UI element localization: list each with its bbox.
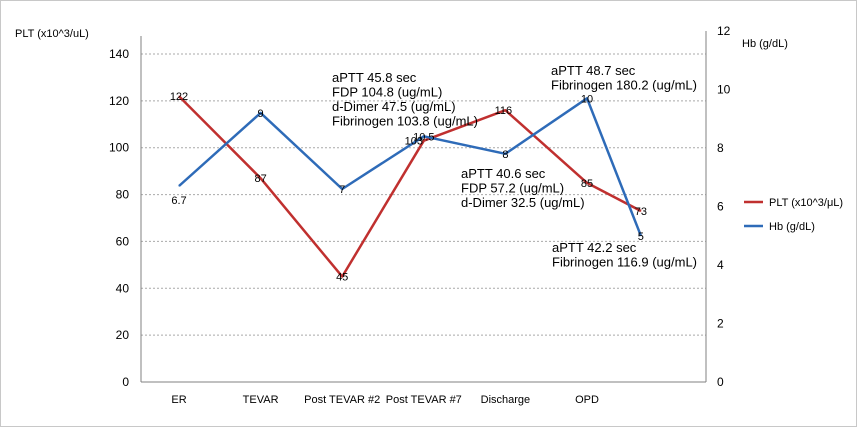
y-right-tick-label: 4 bbox=[717, 258, 724, 272]
y-right-tick-label: 10 bbox=[717, 83, 731, 97]
data-label: 9 bbox=[258, 108, 264, 120]
data-point-hb bbox=[504, 153, 506, 155]
y-right-tick-label: 2 bbox=[717, 317, 724, 331]
y-left-tick-label: 100 bbox=[109, 141, 129, 155]
annotation-text: FDP 57.2 (ug/mL) bbox=[461, 181, 564, 196]
data-point-plt bbox=[586, 182, 588, 184]
data-point-hb bbox=[640, 235, 642, 237]
x-category-label: Discharge bbox=[481, 394, 531, 406]
y-right-tick-label: 0 bbox=[717, 375, 724, 389]
y-left-tick-label: 40 bbox=[116, 281, 130, 295]
data-point-plt bbox=[260, 177, 262, 179]
data-point-hb bbox=[341, 188, 343, 190]
data-label: 10 bbox=[581, 93, 593, 105]
annotation-text: aPTT 48.7 sec bbox=[551, 63, 636, 78]
legend-label: Hb (g/dL) bbox=[769, 221, 815, 233]
x-category-label: Post TEVAR #2 bbox=[304, 394, 380, 406]
data-point-plt bbox=[640, 210, 642, 212]
x-category-label: Post TEVAR #7 bbox=[386, 394, 462, 406]
data-label: 122 bbox=[170, 91, 188, 103]
y-left-tick-label: 140 bbox=[109, 47, 129, 61]
x-category-label: ER bbox=[171, 394, 186, 406]
legend: PLT (x10^3/μL) Hb (g/dL) bbox=[744, 197, 843, 233]
legend-label: PLT (x10^3/μL) bbox=[769, 197, 843, 209]
annotation-text: Fibrinogen 116.9 (ug/mL) bbox=[552, 255, 697, 270]
data-label: 8 bbox=[502, 149, 508, 161]
data-label: 85 bbox=[581, 178, 593, 190]
annotation-text: aPTT 45.8 sec bbox=[332, 70, 417, 85]
data-point-plt bbox=[504, 109, 506, 111]
data-label: 73 bbox=[635, 206, 647, 218]
y-right-tick-label: 12 bbox=[717, 24, 731, 38]
y-left-tick-label: 120 bbox=[109, 94, 129, 108]
data-label: 5 bbox=[638, 231, 644, 243]
y-right-tick-label: 8 bbox=[717, 141, 724, 155]
data-label: 87 bbox=[254, 173, 266, 185]
annotation-text: d-Dimer 32.5 (ug/mL) bbox=[461, 195, 585, 210]
data-point-hb bbox=[178, 185, 180, 187]
y-right-axis-title: Hb (g/dL) bbox=[742, 38, 788, 50]
y-left-tick-label: 60 bbox=[116, 234, 130, 248]
axes: 0 20 40 60 80 100 120 140 0 2 4 6 8 10 12 PLT (x10^3/uL… bbox=[15, 24, 788, 406]
data-label: 7 bbox=[339, 184, 345, 196]
data-point-hb bbox=[260, 112, 262, 114]
data-label: 6.7 bbox=[171, 195, 186, 207]
data-point-plt bbox=[341, 276, 343, 278]
annotation-text: Fibrinogen 180.2 (ug/mL) bbox=[551, 78, 697, 93]
data-labels: 122 87 45 103 116 85 73 6.7 9 7 10.5 8 10 5 bbox=[170, 91, 647, 283]
data-point-hb bbox=[586, 97, 588, 99]
data-label: 103 bbox=[405, 136, 423, 148]
x-category-label: TEVAR bbox=[243, 394, 279, 406]
data-label: 10.5 bbox=[413, 131, 434, 143]
y-right-tick-label: 6 bbox=[717, 200, 724, 214]
data-point-plt bbox=[178, 95, 180, 97]
y-left-axis-title: PLT (x10^3/uL) bbox=[15, 28, 89, 40]
annotation-text: Fibrinogen 103.8 (ug/mL) bbox=[332, 114, 478, 129]
y-left-tick-label: 80 bbox=[116, 188, 130, 202]
annotation-text: aPTT 40.6 sec bbox=[461, 166, 546, 181]
data-label: 45 bbox=[336, 272, 348, 284]
annotation-text: d-Dimer 47.5 (ug/mL) bbox=[332, 99, 456, 114]
y-left-tick-label: 20 bbox=[116, 328, 130, 342]
annotation-text: aPTT 42.2 sec bbox=[552, 240, 637, 255]
data-point-hb bbox=[423, 135, 425, 137]
series-lines bbox=[178, 95, 643, 278]
x-category-label: OPD bbox=[575, 394, 599, 406]
annotation-text: FDP 104.8 (ug/mL) bbox=[332, 85, 442, 100]
y-left-tick-label: 0 bbox=[122, 375, 129, 389]
data-point-plt bbox=[423, 140, 425, 142]
data-label: 116 bbox=[495, 105, 513, 117]
